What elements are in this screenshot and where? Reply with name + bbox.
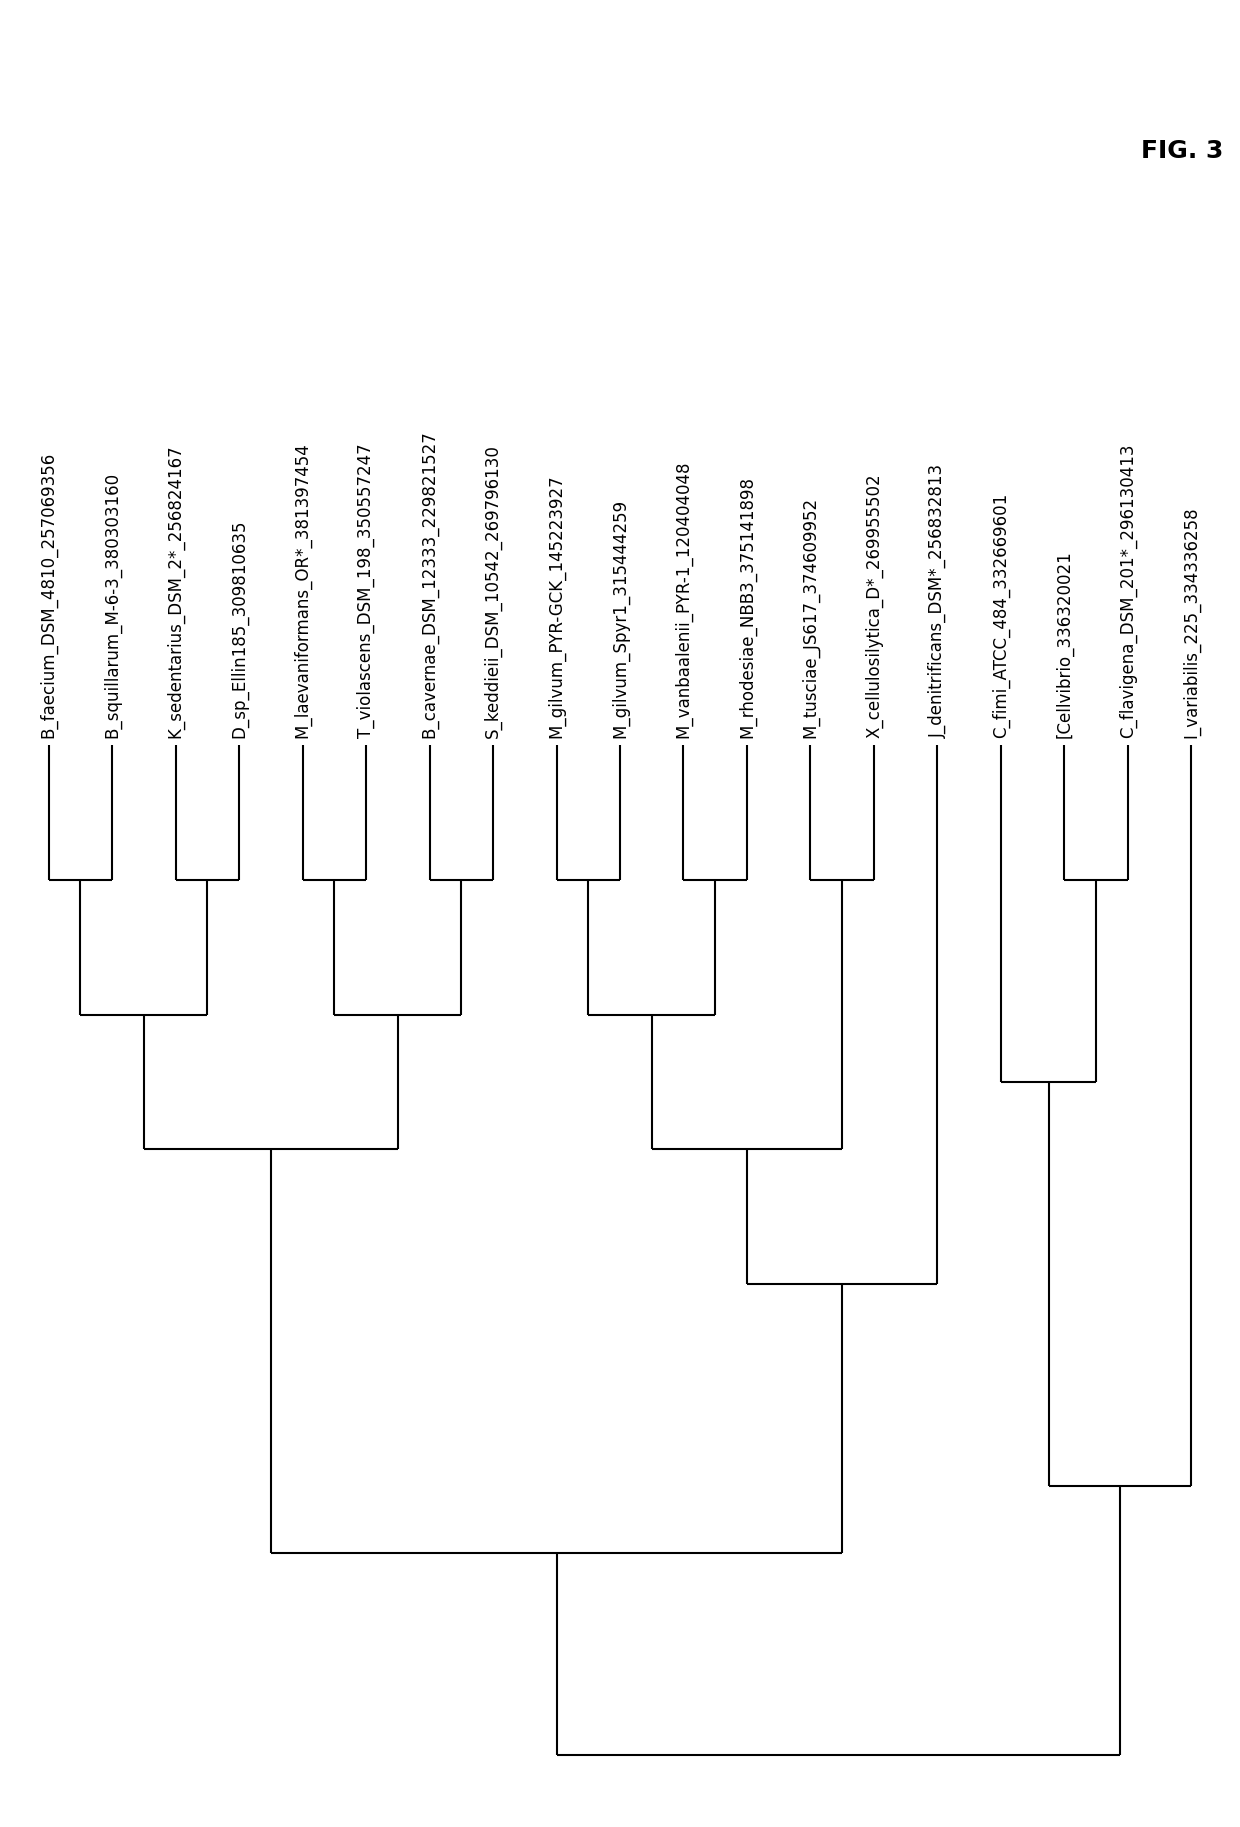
Text: T_violascens_DSM_198_350557247: T_violascens_DSM_198_350557247 — [357, 444, 376, 738]
Text: S_keddieii_DSM_10542_269796130: S_keddieii_DSM_10542_269796130 — [484, 444, 502, 738]
Text: I_variabilis_225_334336258: I_variabilis_225_334336258 — [1182, 506, 1200, 738]
Text: D_sp_Ellin185_309810635: D_sp_Ellin185_309810635 — [229, 521, 248, 738]
Text: B_faecium_DSM_4810_257069356: B_faecium_DSM_4810_257069356 — [40, 451, 58, 738]
Text: FIG. 3: FIG. 3 — [1141, 139, 1223, 163]
Text: M_gilvum_PYR-GCK_145223927: M_gilvum_PYR-GCK_145223927 — [547, 475, 565, 738]
Text: M_rhodesiae_NBB3_375141898: M_rhodesiae_NBB3_375141898 — [738, 477, 756, 738]
Text: K_sedentarius_DSM_2*_256824167: K_sedentarius_DSM_2*_256824167 — [166, 444, 185, 738]
Text: M_gilvum_Spyr1_315444259: M_gilvum_Spyr1_315444259 — [611, 499, 629, 738]
Text: B_cavernae_DSM_12333_229821527: B_cavernae_DSM_12333_229821527 — [420, 431, 439, 738]
Text: J_denitrificans_DSM*_256832813: J_denitrificans_DSM*_256832813 — [929, 464, 946, 738]
Text: C_fimi_ATCC_484_332669601: C_fimi_ATCC_484_332669601 — [992, 493, 1011, 738]
Text: M_vanbaalenii_PYR-1_120404048: M_vanbaalenii_PYR-1_120404048 — [675, 460, 693, 738]
Text: [Cellvibrio_336320021: [Cellvibrio_336320021 — [1055, 550, 1074, 738]
Text: X_cellulosilytica_D*_269955502: X_cellulosilytica_D*_269955502 — [864, 473, 883, 738]
Text: M_tusciae_JS617_374609952: M_tusciae_JS617_374609952 — [801, 497, 820, 738]
Text: C_flavigena_DSM_201*_296130413: C_flavigena_DSM_201*_296130413 — [1118, 444, 1137, 738]
Text: B_squillarum_M-6-3_380303160: B_squillarum_M-6-3_380303160 — [103, 471, 122, 738]
Text: M_laevaniformans_OR*_381397454: M_laevaniformans_OR*_381397454 — [294, 442, 311, 738]
